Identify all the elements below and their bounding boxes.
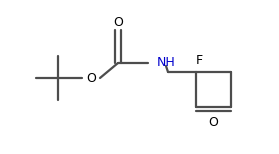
Text: O: O — [113, 16, 123, 28]
Text: NH: NH — [157, 57, 176, 69]
Text: O: O — [209, 116, 218, 130]
Text: O: O — [86, 71, 96, 85]
Text: F: F — [195, 53, 203, 67]
